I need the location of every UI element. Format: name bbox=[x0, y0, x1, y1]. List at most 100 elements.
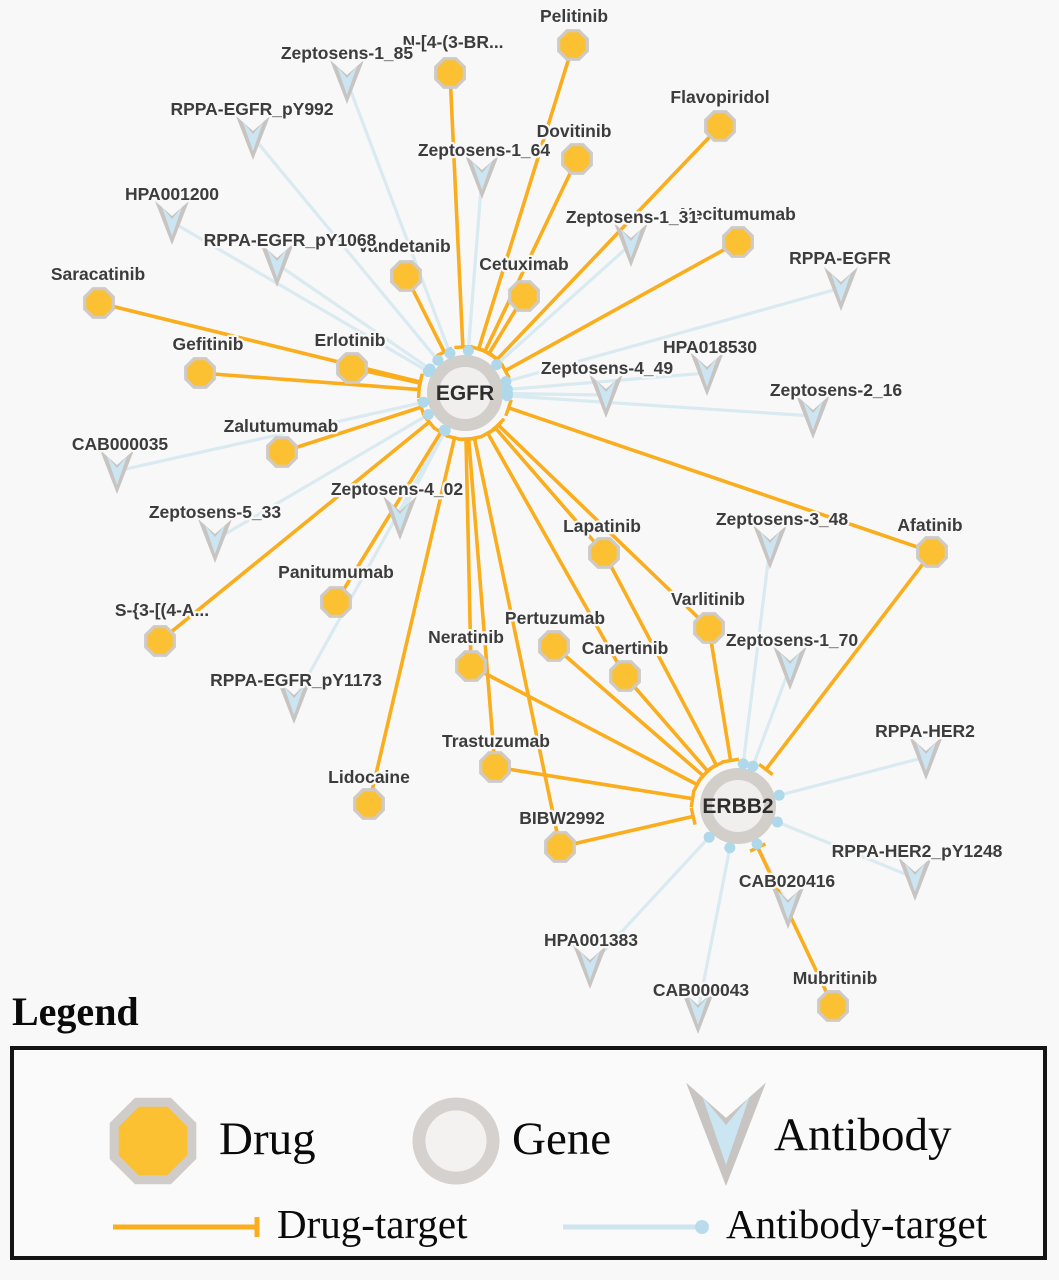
antibody-node[interactable] bbox=[155, 201, 189, 245]
gene-node-icon bbox=[412, 1097, 500, 1185]
antibody-label: Zeptosens-1_31 bbox=[566, 207, 699, 227]
antibody-node[interactable] bbox=[690, 352, 724, 396]
gene-node[interactable] bbox=[700, 768, 776, 844]
inhibition-tbar bbox=[691, 776, 703, 793]
antibody-node[interactable] bbox=[277, 680, 311, 724]
drug-node[interactable] bbox=[390, 260, 422, 292]
antibody-node[interactable] bbox=[773, 646, 807, 690]
drug-node[interactable] bbox=[609, 660, 641, 692]
antibody-node[interactable] bbox=[573, 945, 607, 989]
antibody-label: Zeptosens-4_49 bbox=[541, 358, 674, 378]
drug-target-edge bbox=[448, 72, 465, 348]
inhibition-tbar bbox=[504, 399, 513, 417]
antibody-node[interactable] bbox=[589, 374, 623, 418]
drug-node[interactable] bbox=[588, 537, 620, 569]
drug-node[interactable] bbox=[508, 280, 540, 312]
drug-node[interactable] bbox=[557, 29, 589, 61]
drug-node-icon bbox=[109, 1097, 197, 1185]
antibody-chevron-inner-icon bbox=[778, 891, 798, 920]
antibody-chevron-inner-icon bbox=[243, 122, 263, 151]
antibody-edge-dot bbox=[751, 838, 763, 850]
drug-node[interactable] bbox=[353, 788, 385, 820]
antibody-node[interactable] bbox=[383, 496, 417, 540]
drug-node[interactable] bbox=[916, 536, 948, 568]
drug-node[interactable] bbox=[83, 287, 115, 319]
drug-label: Lidocaine bbox=[328, 767, 410, 787]
antibody-node[interactable] bbox=[614, 223, 648, 267]
drug-label: Panitumumab bbox=[278, 562, 394, 582]
drug-node[interactable] bbox=[538, 630, 570, 662]
antibody-node[interactable] bbox=[898, 857, 932, 901]
drug-node[interactable] bbox=[320, 586, 352, 618]
legend-drug-target-label: Drug-target bbox=[277, 1201, 468, 1247]
inhibition-tbar bbox=[689, 807, 697, 825]
antibody-chevron-inner-icon bbox=[162, 207, 182, 236]
drug-node[interactable] bbox=[704, 110, 736, 142]
drug-target-edge bbox=[507, 406, 933, 554]
antibody-node[interactable] bbox=[681, 990, 715, 1034]
antibody-node[interactable] bbox=[465, 155, 499, 199]
antibody-label: RPPA-HER2 bbox=[875, 721, 975, 741]
gene-node[interactable] bbox=[427, 355, 503, 431]
drug-node[interactable] bbox=[184, 357, 216, 389]
drug-target-edge bbox=[472, 437, 562, 848]
inhibition-tbar bbox=[480, 347, 498, 360]
antibody-label: HPA018530 bbox=[663, 337, 757, 357]
drug-label: Zalutumumab bbox=[224, 416, 339, 436]
antibody-chevron-inner-icon bbox=[337, 66, 357, 95]
antibody-target-edge bbox=[510, 371, 708, 391]
inhibition-tbar bbox=[758, 762, 774, 776]
drug-node[interactable] bbox=[544, 831, 576, 863]
antibody-edge-dot bbox=[424, 363, 436, 375]
antibody-target-edge bbox=[510, 394, 814, 418]
antibody-target-edge bbox=[345, 80, 451, 351]
antibody-node[interactable] bbox=[330, 60, 364, 104]
drug-node[interactable] bbox=[561, 143, 593, 175]
antibody-target-edge bbox=[588, 838, 708, 968]
drug-node[interactable] bbox=[144, 625, 176, 657]
drug-target-edge bbox=[483, 158, 579, 353]
drug-node[interactable] bbox=[722, 226, 754, 258]
antibody-node[interactable] bbox=[236, 116, 270, 160]
drug-target-edge bbox=[199, 371, 420, 392]
antibody-target-edge bbox=[510, 392, 607, 397]
antibody-node[interactable] bbox=[824, 267, 858, 311]
drug-label: Canertinib bbox=[582, 638, 669, 658]
drug-label: Afatinib bbox=[897, 515, 962, 535]
antibody-node[interactable] bbox=[198, 519, 232, 563]
drug-label: Saracatinib bbox=[51, 264, 145, 284]
antibody-node[interactable] bbox=[753, 525, 787, 569]
drug-target-edge bbox=[623, 674, 710, 773]
drug-node[interactable] bbox=[479, 751, 511, 783]
legend-title: Legend bbox=[12, 989, 139, 1034]
antibody-label: CAB000043 bbox=[653, 980, 750, 1000]
drug-node[interactable] bbox=[455, 650, 487, 682]
drug-node[interactable] bbox=[817, 990, 849, 1022]
antibody-target-edge-icon bbox=[563, 1220, 709, 1234]
antibody-target-edge bbox=[498, 242, 633, 364]
drug-target-edge bbox=[552, 644, 705, 778]
antibody-node[interactable] bbox=[100, 450, 134, 494]
drug-node[interactable] bbox=[336, 352, 368, 384]
antibody-label: CAB020416 bbox=[739, 871, 836, 891]
drug-target-edge bbox=[602, 552, 719, 767]
legend-box: Drug Gene Antibody Drug-target Antibody-… bbox=[10, 1046, 1047, 1260]
drug-node[interactable] bbox=[434, 57, 466, 89]
antibody-target-edge bbox=[742, 545, 772, 761]
antibody-label: Zeptosens-1_64 bbox=[418, 140, 551, 160]
drug-label: Flavopiridol bbox=[670, 87, 769, 107]
drug-node[interactable] bbox=[693, 612, 725, 644]
antibody-target-edge bbox=[696, 850, 731, 1012]
antibody-edge-dot bbox=[432, 354, 444, 366]
inhibition-tbar bbox=[689, 790, 696, 808]
antibody-chevron-inner-icon bbox=[580, 951, 600, 980]
antibody-node[interactable] bbox=[771, 885, 805, 929]
antibody-edge-dot bbox=[422, 409, 434, 421]
drug-target-edge bbox=[764, 550, 934, 771]
antibody-node[interactable] bbox=[260, 243, 294, 287]
antibody-target-edge bbox=[171, 220, 427, 372]
antibody-node[interactable] bbox=[909, 736, 943, 780]
antibody-node[interactable] bbox=[796, 395, 830, 439]
drug-node[interactable] bbox=[266, 436, 298, 468]
